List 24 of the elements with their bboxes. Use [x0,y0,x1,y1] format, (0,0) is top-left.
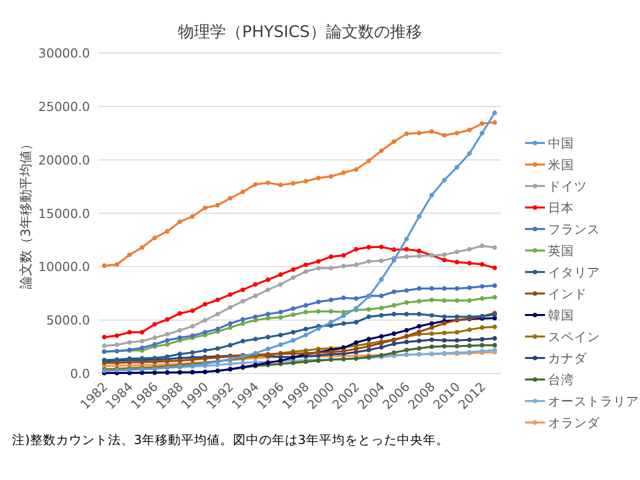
y-tick-label: 0.0 [70,366,90,381]
legend-label: カナダ [548,350,588,366]
text: 注)整数カウント法、3年移動平均値。図中の年は3年平均をとった中央年。 [12,431,450,449]
y-axis-title: 論文数（3年移動平均値） [19,138,34,289]
legend-label: 台湾 [548,372,574,387]
y-tick-label: 5000.0 [46,312,90,328]
legend-label: 中国 [548,136,574,150]
legend-label: オーストラリア [548,394,639,408]
legend-label: 米国 [548,157,574,172]
legend-label: スペイン [548,329,600,344]
legend-label: オランダ [548,415,601,430]
y-tick-label: 10000.0 [38,259,90,274]
legend-label: 韓国 [548,308,574,322]
legend-label: 日本 [548,200,574,215]
legend-label: インド [548,286,587,301]
legend-label: フランス [548,222,600,236]
chart-title: 物理学（PHYSICS）論文数の推移 [178,22,422,41]
legend-label: 英国 [548,243,574,258]
y-tick-label: 30000.0 [38,46,90,60]
legend-label: イタリア [548,264,600,280]
legend-label: ドイツ [548,178,587,194]
y-tick-label: 20000.0 [38,152,90,168]
y-tick-label: 15000.0 [38,206,90,221]
y-tick-label: 25000.0 [38,98,90,114]
